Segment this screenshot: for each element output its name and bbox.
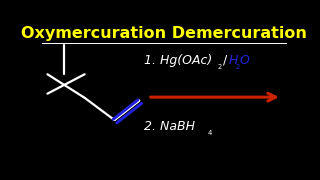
Text: $_2$: $_2$ [236,62,241,72]
Text: Oxymercuration Demercuration: Oxymercuration Demercuration [21,26,307,41]
Text: H: H [228,54,238,67]
Text: 1. Hg(OAc): 1. Hg(OAc) [144,54,212,67]
Text: $_2$: $_2$ [217,62,223,72]
Text: $_4$: $_4$ [207,128,213,138]
Text: /: / [223,54,227,67]
Text: O: O [240,54,250,67]
Text: 2. NaBH: 2. NaBH [144,120,195,133]
FancyArrowPatch shape [151,93,276,101]
